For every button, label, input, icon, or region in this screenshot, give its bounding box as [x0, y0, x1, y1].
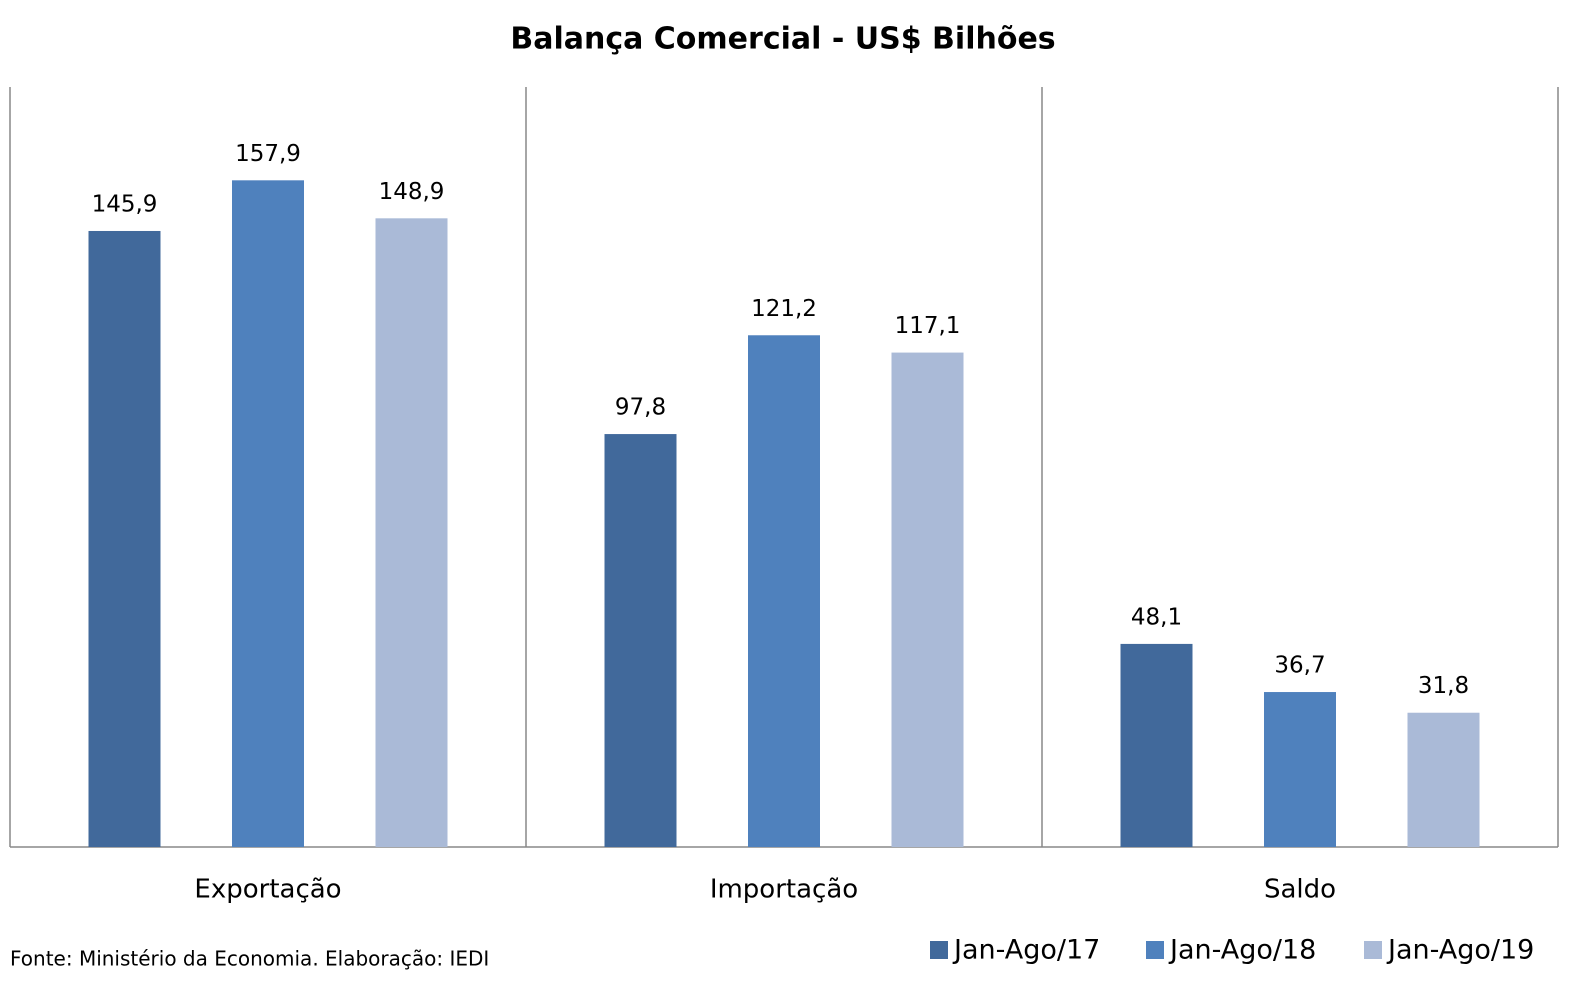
bar [232, 180, 304, 848]
x-tick-label: Exportação [194, 875, 341, 905]
legend-label: Jan-Ago/19 [1386, 935, 1534, 966]
legend-swatch [930, 941, 948, 959]
value-label: 117,1 [895, 313, 961, 339]
legend-swatch [1146, 941, 1164, 959]
value-label: 31,8 [1418, 673, 1469, 699]
value-label: 157,9 [235, 141, 301, 167]
bar [1120, 643, 1193, 847]
value-label: 97,8 [615, 395, 666, 421]
bar [748, 335, 820, 847]
x-tick-label: Saldo [1264, 875, 1336, 905]
bar [604, 434, 677, 847]
bar [375, 218, 448, 848]
bar [1264, 692, 1336, 847]
bar [891, 352, 964, 847]
legend-label: Jan-Ago/18 [1168, 935, 1316, 966]
legend-label: Jan-Ago/17 [952, 935, 1100, 966]
x-tick-label: Importação [710, 875, 858, 905]
bar [88, 230, 161, 847]
value-label: 36,7 [1274, 653, 1325, 679]
value-label: 145,9 [92, 191, 158, 217]
legend-swatch [1364, 941, 1382, 959]
value-label: 121,2 [751, 296, 817, 322]
value-label: 148,9 [379, 179, 445, 205]
chart-title: Balança Comercial - US$ Bilhões [510, 22, 1055, 57]
bar [1407, 712, 1480, 847]
source-note: Fonte: Ministério da Economia. Elaboraçã… [10, 947, 489, 971]
value-label: 48,1 [1131, 604, 1182, 630]
